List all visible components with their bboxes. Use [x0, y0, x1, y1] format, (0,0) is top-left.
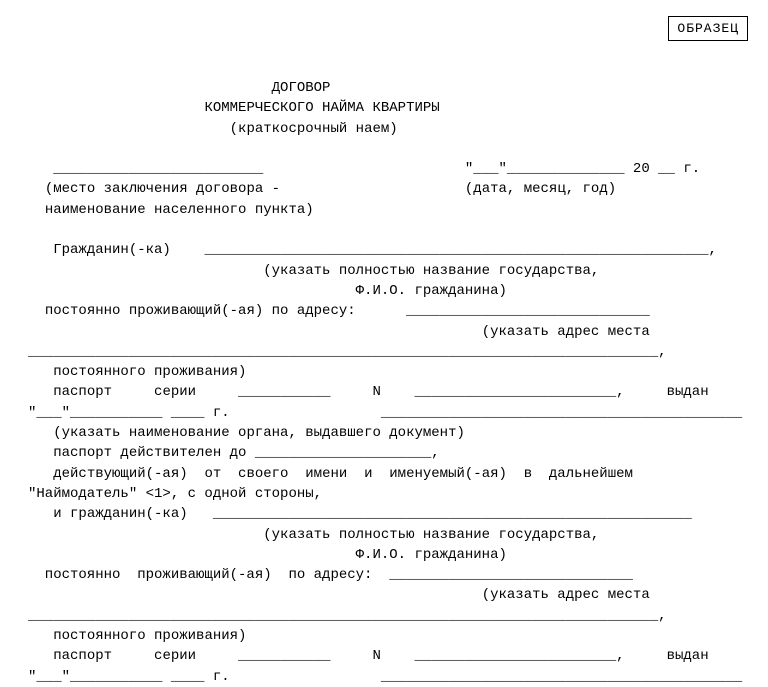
place-hint-row: (место заключения договора - (дата, меся…	[28, 181, 616, 197]
title-line-2: КОММЕРЧЕСКОГО НАЙМА КВАРТИРЫ	[28, 100, 440, 116]
fio-hint-row-2: Ф.И.О. гражданина)	[28, 547, 507, 563]
title-line-3: (краткосрочный наем)	[28, 121, 398, 137]
full-fill-1: ________________________________________…	[28, 344, 667, 360]
addr-hint-row: (указать адрес места	[28, 324, 650, 340]
issued-date-row-2: "___"___________ ____ г. _______________…	[28, 669, 742, 685]
acting-row: действующий(-ая) от своего имени и имену…	[28, 466, 633, 482]
perm-res-row-2: постоянного проживания)	[28, 628, 246, 644]
state-hint-row-2: (указать полностью название государства,	[28, 527, 599, 543]
sample-stamp: ОБРАЗЕЦ	[668, 16, 748, 41]
document-body: ДОГОВОР КОММЕРЧЕСКОГО НАЙМА КВАРТИРЫ (кр…	[0, 0, 768, 687]
issuer-hint-row: (указать наименование органа, выдавшего …	[28, 425, 465, 441]
residing-row-2: постоянно проживающий(-ая) по адресу: __…	[28, 567, 633, 583]
fio-hint-row: Ф.И.О. гражданина)	[28, 283, 507, 299]
valid-until-row: паспорт действителен до ________________…	[28, 445, 440, 461]
addr-hint-row-2: (указать адрес места	[28, 587, 650, 603]
state-hint-row: (указать полностью название государства,	[28, 263, 599, 279]
and-citizen-row: и гражданин(-ка) _______________________…	[28, 506, 692, 522]
full-fill-2: ________________________________________…	[28, 608, 667, 624]
title-line-1: ДОГОВОР	[28, 80, 330, 96]
citizen-row: Гражданин(-ка) _________________________…	[28, 242, 717, 258]
issued-date-row-1: "___"___________ ____ г. _______________…	[28, 405, 742, 421]
perm-res-row: постоянного проживания)	[28, 364, 246, 380]
place-fill: _________________________ "___"_________…	[28, 161, 700, 177]
landlord-row: "Наймодатель" <1>, с одной стороны,	[28, 486, 322, 502]
passport-row-1: паспорт серии ___________ N ____________…	[28, 384, 709, 400]
passport-row-2: паспорт серии ___________ N ____________…	[28, 648, 709, 664]
place-hint-2: наименование населенного пункта)	[28, 202, 314, 218]
residing-row: постоянно проживающий(-ая) по адресу: __…	[28, 303, 650, 319]
